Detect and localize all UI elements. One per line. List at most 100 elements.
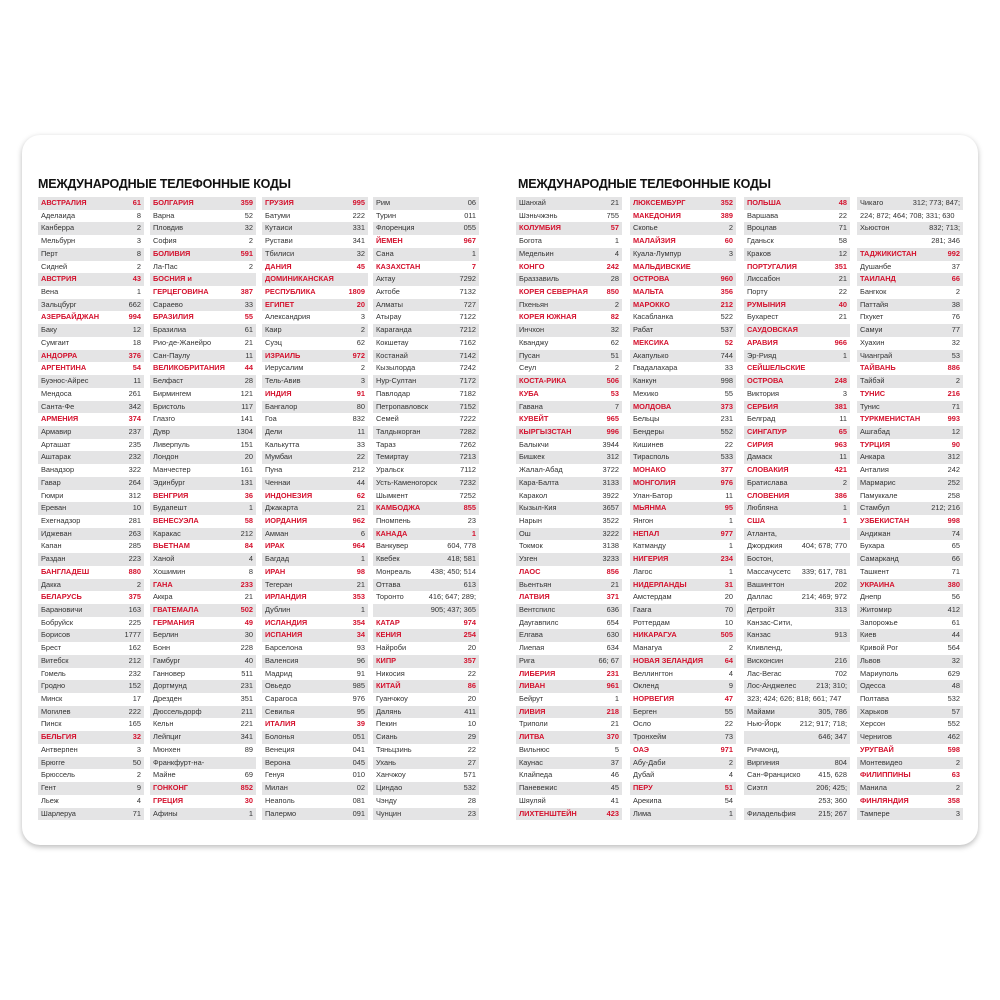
- city-row: Даугавпилс 654: [516, 617, 622, 630]
- city-name: Хошимин: [153, 566, 186, 576]
- city-name: Елгава: [519, 630, 543, 640]
- country-name: ЛАТВИЯ: [519, 592, 550, 602]
- city-row: Баку 12: [38, 324, 144, 337]
- dialing-code: 261: [128, 388, 141, 398]
- country-name: КАЗАХСТАН: [376, 261, 421, 271]
- dialing-code: 377: [720, 465, 733, 475]
- city-row: Харьков 57: [857, 705, 963, 719]
- dialing-code: 371: [606, 592, 619, 602]
- city-name: Рио-де-Жанейро: [153, 337, 212, 347]
- city-name: Висконсин: [747, 655, 784, 665]
- city-row: Бейрут 1: [516, 693, 622, 706]
- country-name: КОРЕЯ ЮЖНАЯ: [519, 312, 577, 322]
- city-row: Шэньчжэнь 755: [516, 210, 622, 223]
- country-row: БОЛГАРИЯ 359: [150, 197, 256, 210]
- country-name: ИТАЛИЯ: [265, 719, 296, 729]
- country-row: ПОРТУГАЛИЯ 351: [744, 261, 850, 274]
- city-name: Вильнюс: [519, 744, 550, 754]
- dialing-code: 389: [720, 210, 733, 220]
- country-row: ОСТРОВА 960: [630, 273, 736, 287]
- dialing-code: 218: [606, 706, 619, 716]
- city-row: Гвадалахара 33: [630, 362, 736, 375]
- city-name: Братислава: [747, 477, 788, 487]
- city-name: Тампере: [860, 808, 890, 818]
- country-row: США 1: [744, 515, 850, 528]
- city-name: Палермо: [265, 808, 297, 818]
- dialing-code: 662: [128, 299, 141, 309]
- country-name: КИТАЙ: [376, 681, 401, 691]
- dialing-code: 905; 437; 365: [430, 605, 476, 614]
- city-row: Вашингтон 202: [744, 578, 850, 592]
- city-row: Бухара 65: [857, 540, 963, 553]
- dialing-code: 312; 773; 847;: [912, 198, 960, 207]
- dialing-code: 351: [240, 694, 253, 704]
- country-row: КОЛУМБИЯ 57: [516, 222, 622, 236]
- city-name: Тайбэй: [860, 376, 885, 386]
- dialing-code: 7142: [459, 350, 476, 360]
- codes-column-3: ГРУЗИЯ 995 Батуми 222 Кутаиси 331 Рустави 341 Тб…: [262, 197, 368, 821]
- dialing-code: 411: [464, 706, 476, 716]
- city-row: Атланта,: [744, 527, 850, 541]
- dialing-code: 342: [128, 401, 141, 411]
- dialing-code: 55: [724, 388, 733, 398]
- dialing-code: 1: [360, 554, 365, 564]
- city-name: Бельцы: [633, 414, 660, 424]
- dialing-code: 1: [728, 566, 733, 576]
- dialing-code: 237: [128, 426, 141, 436]
- dialing-code: 73: [724, 732, 733, 742]
- city-row: Ханой 4: [150, 553, 256, 566]
- dialing-code: 1: [248, 503, 253, 513]
- country-name: НЕПАЛ: [633, 528, 660, 538]
- dialing-code: 3138: [602, 541, 619, 551]
- dialing-code: 222: [128, 706, 141, 716]
- country-row: САУДОВСКАЯ: [744, 324, 850, 337]
- country-row: НОВАЯ ЗЕЛАНДИЯ 64: [630, 654, 736, 668]
- dialing-code: 52: [724, 337, 733, 347]
- city-name: Лима: [633, 808, 652, 818]
- country-name: МОНАКО: [633, 465, 666, 475]
- country-name: ИОРДАНИЯ: [265, 515, 308, 525]
- dialing-code: 281: [128, 515, 141, 525]
- dialing-code: 7232: [459, 477, 476, 487]
- city-name: Темиртау: [376, 452, 409, 462]
- dialing-code: 7122: [459, 312, 476, 322]
- dialing-code: 20: [467, 643, 476, 653]
- city-name: Триполи: [519, 719, 548, 729]
- dialing-code: 55: [724, 706, 733, 716]
- city-name: Канкун: [633, 376, 657, 386]
- dialing-code: 46: [610, 770, 619, 780]
- city-name: Антверпен: [41, 744, 78, 754]
- dialing-code: 7222: [459, 414, 476, 424]
- dialing-code: 341: [240, 732, 253, 742]
- city-name: Ченнаи: [265, 477, 291, 487]
- city-row: Армавир 237: [38, 425, 144, 439]
- country-name: ИРАК: [265, 541, 285, 551]
- dialing-code: 76: [951, 312, 960, 322]
- country-name: ОСТРОВА: [633, 274, 670, 284]
- dialing-code: 913: [834, 630, 847, 640]
- country-name: ВЕНГРИЯ: [153, 490, 189, 500]
- dialing-code: 331: [352, 223, 365, 233]
- city-name: Лейпциг: [153, 732, 182, 742]
- dialing-code: 27: [467, 757, 476, 767]
- country-row: ГЕРМАНИЯ 49: [150, 617, 256, 630]
- dialing-code: 82: [610, 312, 619, 322]
- city-name: Анкара: [860, 452, 885, 462]
- dialing-code: 305, 786: [818, 706, 847, 716]
- country-name: ТУНИС: [860, 388, 886, 398]
- city-row: Днепр 56: [857, 591, 963, 604]
- country-name: ИЗРАИЛЬ: [265, 350, 301, 360]
- dialing-code: 375: [128, 592, 141, 602]
- city-name: Монреаль: [376, 566, 411, 576]
- city-name: Виктория: [747, 388, 780, 398]
- dialing-code: 373: [720, 401, 733, 411]
- dialing-code: 32: [951, 337, 960, 347]
- city-name: Далянь: [376, 706, 402, 716]
- dialing-code: 354: [352, 617, 365, 627]
- city-name: Оттава: [376, 579, 401, 589]
- dialing-code: 231: [720, 414, 733, 424]
- dialing-code: 5: [614, 744, 619, 754]
- city-row: Кызыл-Кия 3657: [516, 502, 622, 515]
- dialing-code: 532: [463, 783, 476, 793]
- dialing-code: 62: [356, 337, 365, 347]
